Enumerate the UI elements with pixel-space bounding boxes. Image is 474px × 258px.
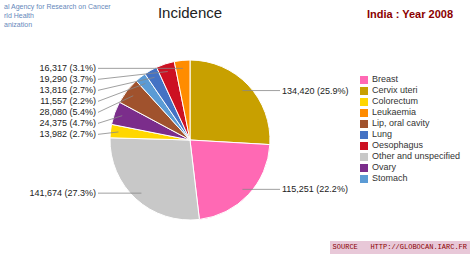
html-text:Incidence: Incidence [157,4,223,21]
html-text:Lung: Lung [371,129,392,139]
svg-text:16,317 (3.1%): 16,317 (3.1%) [39,63,96,73]
html-text:anization: anization [4,21,32,28]
svg-text:13,816 (2.7%): 13,816 (2.7%) [39,85,96,95]
svg-text:141,674 (27.3%): 141,674 (27.3%) [29,188,96,198]
svg-text:134,420 (25.9%): 134,420 (25.9%) [282,86,349,96]
svg-text:115,251 (22.2%): 115,251 (22.2%) [282,184,348,194]
svg-text:19,290 (3.7%): 19,290 (3.7%) [39,74,96,84]
html-text:SOURCE HTTP://GLOBOCAN.IARC.FR: SOURCE HTTP://GLOBOCAN.IARC.FR [332,243,467,251]
html-text:Cervix uteri: Cervix uteri [371,85,418,95]
svg-text:11,557 (2.2%): 11,557 (2.2%) [40,96,96,106]
html-text:rld Health: rld Health [4,12,34,19]
html-text:Leukaemia: Leukaemia [371,107,416,117]
svg-text:24,375 (4.7%): 24,375 (4.7%) [39,118,96,128]
html-text:Lip, oral cavity: Lip, oral cavity [371,118,430,128]
html-text:Oesophagus: Oesophagus [371,140,423,150]
html-text:Stomach: Stomach [371,173,408,183]
html-text:Breast: Breast [371,74,398,84]
svg-text:28,080 (5.4%): 28,080 (5.4%) [39,107,96,117]
html-text:Colorectum: Colorectum [371,96,418,106]
html-text:al Agency for Research on Canc: al Agency for Research on Cancer [4,3,111,10]
html-text:India : Year 2008: India : Year 2008 [367,8,453,20]
html-text:Other and unspecified: Other and unspecified [371,151,460,161]
html-text:Ovary: Ovary [371,162,396,172]
svg-text:13,982 (2.7%): 13,982 (2.7%) [39,129,96,139]
